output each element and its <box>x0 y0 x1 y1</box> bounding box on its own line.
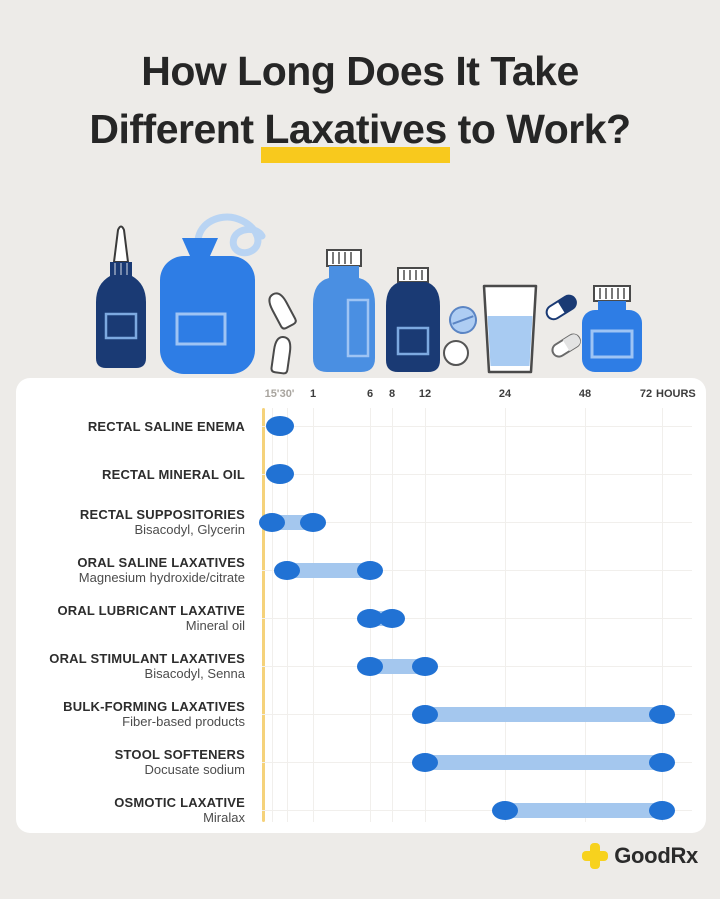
liquid-laxative-bottle-icon <box>313 249 375 372</box>
axis-tick-label: 15' <box>264 388 280 400</box>
time-range-endpoint-dot <box>649 704 675 724</box>
row-label: BULK-FORMING LAXATIVES <box>63 699 245 714</box>
row-label: STOOL SOFTENERS <box>114 747 245 762</box>
row-label: ORAL STIMULANT LAXATIVES <box>49 651 245 666</box>
time-range-endpoint-dot <box>357 608 383 628</box>
title-line1: How Long Does It Take <box>141 48 579 94</box>
time-range-endpoint-dot <box>379 608 405 628</box>
row-sublabel: Docusate sodium <box>144 762 245 777</box>
time-range-bar <box>287 562 370 578</box>
dark-bottle-icon <box>386 267 440 372</box>
axis-tick-label: 6 <box>366 388 374 400</box>
row-labels: ORAL STIMULANT LAXATIVES Bisacodyl, Senna <box>16 649 245 683</box>
row-labels: BULK-FORMING LAXATIVES Fiber-based produc… <box>16 697 245 731</box>
axis-tick-label: 72 <box>639 388 653 400</box>
row-label: RECTAL SALINE ENEMA <box>87 418 245 434</box>
time-range-bar <box>425 706 662 722</box>
axis-tick-label: 30' <box>279 388 295 400</box>
row-label: RECTAL SUPPOSITORIES <box>79 507 245 522</box>
title-line2-before: Different <box>89 106 265 152</box>
time-range-bar <box>505 802 662 818</box>
row-labels: RECTAL SUPPOSITORIES Bisacodyl, Glycerin <box>16 505 245 539</box>
row-gridline <box>262 570 692 571</box>
row-labels: RECTAL SALINE ENEMA <box>16 409 245 443</box>
illustrations-svg <box>96 213 642 375</box>
row-label: ORAL LUBRICANT LAXATIVE <box>57 603 245 618</box>
brand-rx: Rx <box>670 843 698 868</box>
powder-jar-icon <box>582 285 642 372</box>
time-range-endpoint-dot <box>412 704 438 724</box>
time-range-endpoint-dot <box>357 656 383 676</box>
time-dot <box>265 416 294 436</box>
row-sublabel: Fiber-based products <box>122 714 245 729</box>
time-range-endpoint-dot <box>412 656 438 676</box>
row-labels: RECTAL MINERAL OIL <box>16 457 245 491</box>
row-sublabel: Magnesium hydroxide/citrate <box>78 570 245 585</box>
title-line2-after: to Work? <box>446 106 631 152</box>
time-gridline <box>505 408 506 822</box>
brand-good: Good <box>614 843 671 868</box>
row-labels: ORAL SALINE LAXATIVES Magnesium hydroxide… <box>16 553 245 587</box>
capsules-icon <box>545 294 581 358</box>
row-sublabel: Miralax <box>203 810 245 825</box>
enema-bottle-icon <box>96 225 146 368</box>
time-gridline <box>272 408 273 822</box>
glass-of-water-icon <box>482 284 538 374</box>
row-labels: OSMOTIC LAXATIVE Miralax <box>16 793 245 827</box>
time-range-bar <box>425 754 662 770</box>
row-sublabel: Mineral oil <box>185 618 245 633</box>
time-range-endpoint-dot <box>412 752 438 772</box>
axis-tick-label: 48 <box>578 388 592 400</box>
axis-unit-label: HOURS <box>656 388 696 400</box>
time-dot <box>265 464 294 484</box>
axis-start-line <box>262 408 265 822</box>
axis-tick-label: 12 <box>418 388 432 400</box>
page-title: How Long Does It Take Different Laxatives… <box>0 42 720 163</box>
enema-bag-icon <box>160 213 266 374</box>
time-range-endpoint-dot <box>300 512 326 532</box>
row-sublabel: Bisacodyl, Senna <box>144 666 245 681</box>
time-range-bar <box>370 658 425 674</box>
time-range-endpoint-dot <box>259 512 285 532</box>
axis-tick-label: 8 <box>388 388 396 400</box>
time-gridline <box>662 408 663 822</box>
row-gridline <box>262 618 692 619</box>
time-gridline <box>313 408 314 822</box>
row-gridline <box>262 474 692 475</box>
onset-time-chart: 15' 30' 1 6 8 12 24 48 72 HOURS RECTAL SALINE ENEM… <box>16 378 706 833</box>
time-range-endpoint-dot <box>649 800 675 820</box>
time-range-endpoint-dot <box>357 560 383 580</box>
row-labels: STOOL SOFTENERS Docusate sodium <box>16 745 245 779</box>
row-label: RECTAL MINERAL OIL <box>102 466 245 482</box>
brand-footer: GoodRx <box>582 841 698 871</box>
suppositories-icon <box>268 292 297 375</box>
chart-card: 15' 30' 1 6 8 12 24 48 72 HOURS RECTAL SALINE ENEM… <box>16 378 706 833</box>
time-range-endpoint-dot <box>492 800 518 820</box>
row-gridline <box>262 666 692 667</box>
goodrx-plus-icon <box>582 843 609 869</box>
time-range-endpoint-dot <box>274 560 300 580</box>
time-gridline <box>585 408 586 822</box>
row-label: ORAL SALINE LAXATIVES <box>77 555 245 570</box>
time-gridline <box>425 408 426 822</box>
time-range-endpoint-dot <box>649 752 675 772</box>
row-labels: ORAL LUBRICANT LAXATIVE Mineral oil <box>16 601 245 635</box>
goodrx-wordmark: GoodRx <box>614 843 698 869</box>
laxative-illustrations <box>60 210 660 375</box>
axis-tick-label: 24 <box>498 388 512 400</box>
row-sublabel: Bisacodyl, Glycerin <box>134 522 245 537</box>
row-gridline <box>262 426 692 427</box>
time-gridline <box>287 408 288 822</box>
row-label: OSMOTIC LAXATIVE <box>114 795 245 810</box>
tablet-pills-icon <box>443 306 477 366</box>
row-gridline <box>262 810 692 811</box>
title-highlighted-word: Laxatives <box>261 100 451 163</box>
title-block: How Long Does It Take Different Laxatives… <box>0 42 720 163</box>
row-gridline <box>262 522 692 523</box>
axis-tick-label: 1 <box>309 388 317 400</box>
